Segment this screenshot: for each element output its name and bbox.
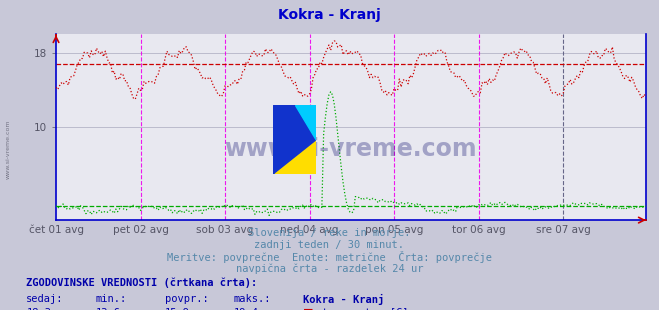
Text: www.si-vreme.com: www.si-vreme.com	[5, 119, 11, 179]
Polygon shape	[273, 140, 316, 174]
Text: Kokra - Kranj: Kokra - Kranj	[278, 8, 381, 22]
Text: temperatura[C]: temperatura[C]	[322, 308, 409, 310]
Text: 13,6: 13,6	[96, 308, 121, 310]
Text: min.:: min.:	[96, 294, 127, 303]
Text: Slovenija / reke in morje.: Slovenija / reke in morje.	[248, 228, 411, 238]
Text: sedaj:: sedaj:	[26, 294, 64, 303]
Text: Meritve: povprečne  Enote: metrične  Črta: povprečje: Meritve: povprečne Enote: metrične Črta:…	[167, 251, 492, 264]
Text: ■: ■	[303, 308, 314, 310]
Polygon shape	[273, 105, 316, 174]
Polygon shape	[273, 105, 295, 174]
Text: ZGODOVINSKE VREDNOSTI (črtkana črta):: ZGODOVINSKE VREDNOSTI (črtkana črta):	[26, 277, 258, 288]
Polygon shape	[295, 105, 316, 140]
Text: povpr.:: povpr.:	[165, 294, 208, 303]
Text: 15,9: 15,9	[165, 308, 190, 310]
Text: 19,4: 19,4	[234, 308, 259, 310]
Text: maks.:: maks.:	[234, 294, 272, 303]
Text: www.si-vreme.com: www.si-vreme.com	[225, 137, 477, 162]
Text: 18,3: 18,3	[26, 308, 51, 310]
Text: zadnji teden / 30 minut.: zadnji teden / 30 minut.	[254, 240, 405, 250]
Text: Kokra - Kranj: Kokra - Kranj	[303, 294, 384, 305]
Text: navpična črta - razdelek 24 ur: navpična črta - razdelek 24 ur	[236, 263, 423, 274]
